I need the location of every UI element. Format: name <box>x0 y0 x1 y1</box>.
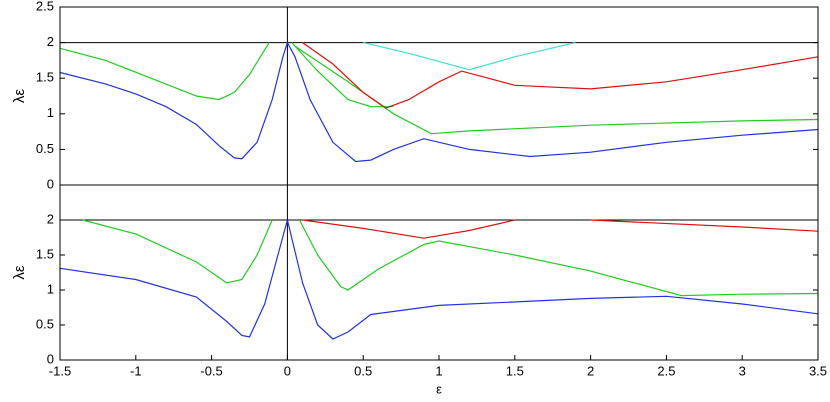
y-tick-label: 0.5 <box>36 141 54 156</box>
axes-box <box>59 184 819 361</box>
y-tick-label: 1.5 <box>36 70 54 85</box>
line <box>59 219 288 338</box>
line <box>302 219 515 239</box>
line <box>82 219 273 284</box>
x-tick-label: 2 <box>587 363 594 378</box>
y-tick-label: 2 <box>47 34 54 49</box>
y-axis-label: λε <box>11 265 28 280</box>
line <box>286 219 819 340</box>
y-tick-label: 1 <box>47 281 54 296</box>
x-tick-label: 2.5 <box>657 363 675 378</box>
x-tick-label: -0.5 <box>200 363 222 378</box>
y-tick-label: 2.5 <box>36 0 54 13</box>
x-tick-label: -1 <box>130 363 142 378</box>
x-tick-label: 1.5 <box>506 363 524 378</box>
y-tick-label: 0 <box>47 176 54 191</box>
y-tick-label: 1 <box>47 105 54 120</box>
y-tick-label: 0.5 <box>36 316 54 331</box>
line <box>590 219 819 232</box>
x-tick-label: 3 <box>739 363 746 378</box>
x-axis-label: ε <box>436 381 442 396</box>
line <box>59 42 288 160</box>
x-tick-label: -1.5 <box>49 363 71 378</box>
y-tick-label: 0 <box>47 351 54 366</box>
line <box>294 45 819 135</box>
x-tick-label: 0 <box>284 363 291 378</box>
line <box>363 42 576 71</box>
line <box>298 219 819 297</box>
line <box>286 42 819 163</box>
x-tick-label: 0.5 <box>354 363 372 378</box>
line <box>59 42 270 101</box>
x-tick-label: 1 <box>435 363 442 378</box>
y-axis-label: λε <box>11 89 28 104</box>
y-tick-label: 2 <box>47 211 54 226</box>
line <box>302 42 819 109</box>
axes-box <box>59 6 819 186</box>
line <box>291 42 394 108</box>
y-tick-label: 1.5 <box>36 246 54 261</box>
x-tick-label: 3.5 <box>809 363 827 378</box>
